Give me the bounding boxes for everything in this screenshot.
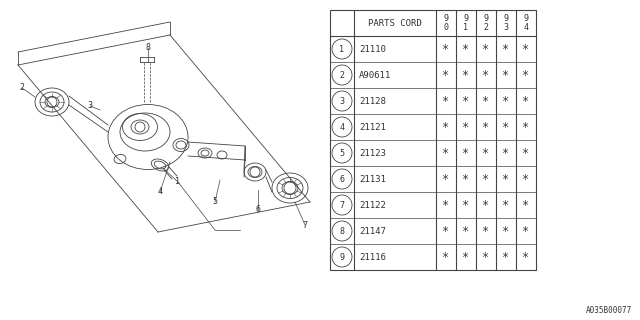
Text: *: * <box>502 147 509 159</box>
Text: *: * <box>502 68 509 82</box>
Text: A035B00077: A035B00077 <box>586 306 632 315</box>
Text: *: * <box>442 94 449 108</box>
Bar <box>330 10 536 270</box>
Text: 21122: 21122 <box>359 201 386 210</box>
Text: *: * <box>522 198 529 212</box>
Text: 21128: 21128 <box>359 97 386 106</box>
Text: *: * <box>483 225 490 237</box>
Text: *: * <box>502 121 509 133</box>
Text: 9
2: 9 2 <box>483 14 488 32</box>
Text: *: * <box>483 94 490 108</box>
Text: *: * <box>463 147 470 159</box>
Text: *: * <box>483 172 490 186</box>
Text: 7: 7 <box>339 201 344 210</box>
Text: 21131: 21131 <box>359 174 386 183</box>
Text: 5: 5 <box>339 148 344 157</box>
Text: *: * <box>502 198 509 212</box>
Text: 21123: 21123 <box>359 148 386 157</box>
Text: 9: 9 <box>339 252 344 261</box>
Text: *: * <box>442 198 449 212</box>
Text: *: * <box>502 43 509 55</box>
Text: 4: 4 <box>157 188 163 196</box>
Text: A90611: A90611 <box>359 70 391 79</box>
Text: *: * <box>442 172 449 186</box>
Text: 6: 6 <box>255 205 260 214</box>
Text: *: * <box>463 121 470 133</box>
Text: *: * <box>522 121 529 133</box>
Text: *: * <box>442 251 449 263</box>
Text: *: * <box>463 172 470 186</box>
Text: *: * <box>483 147 490 159</box>
Text: 9
3: 9 3 <box>504 14 509 32</box>
Text: 21147: 21147 <box>359 227 386 236</box>
Text: 3: 3 <box>88 101 93 110</box>
Text: PARTS CORD: PARTS CORD <box>368 19 422 28</box>
Text: *: * <box>442 147 449 159</box>
Text: *: * <box>483 68 490 82</box>
Text: *: * <box>502 172 509 186</box>
Text: 4: 4 <box>339 123 344 132</box>
Text: *: * <box>442 68 449 82</box>
Text: *: * <box>463 251 470 263</box>
Text: 6: 6 <box>339 174 344 183</box>
Text: 21116: 21116 <box>359 252 386 261</box>
Text: 8: 8 <box>145 44 150 52</box>
Text: 2: 2 <box>19 84 24 92</box>
Text: 1: 1 <box>175 178 180 187</box>
Text: 21110: 21110 <box>359 44 386 53</box>
Text: *: * <box>483 43 490 55</box>
Text: *: * <box>483 198 490 212</box>
Text: *: * <box>463 198 470 212</box>
Text: *: * <box>442 121 449 133</box>
Text: *: * <box>522 43 529 55</box>
Text: *: * <box>522 251 529 263</box>
Text: *: * <box>502 94 509 108</box>
Text: 5: 5 <box>212 197 218 206</box>
Text: *: * <box>522 147 529 159</box>
Text: 3: 3 <box>339 97 344 106</box>
Text: 21121: 21121 <box>359 123 386 132</box>
Text: *: * <box>502 251 509 263</box>
Text: *: * <box>522 94 529 108</box>
Text: *: * <box>442 43 449 55</box>
Text: *: * <box>463 68 470 82</box>
Text: *: * <box>463 94 470 108</box>
Text: *: * <box>463 43 470 55</box>
Text: 1: 1 <box>339 44 344 53</box>
Text: *: * <box>483 121 490 133</box>
Text: 2: 2 <box>339 70 344 79</box>
Text: 8: 8 <box>339 227 344 236</box>
Text: *: * <box>502 225 509 237</box>
Text: *: * <box>522 225 529 237</box>
Text: *: * <box>522 172 529 186</box>
Text: *: * <box>522 68 529 82</box>
Text: *: * <box>483 251 490 263</box>
Text: 7: 7 <box>303 220 307 229</box>
Text: *: * <box>442 225 449 237</box>
Text: 9
1: 9 1 <box>463 14 468 32</box>
Text: 9
0: 9 0 <box>444 14 449 32</box>
Text: 9
4: 9 4 <box>524 14 529 32</box>
Text: *: * <box>463 225 470 237</box>
